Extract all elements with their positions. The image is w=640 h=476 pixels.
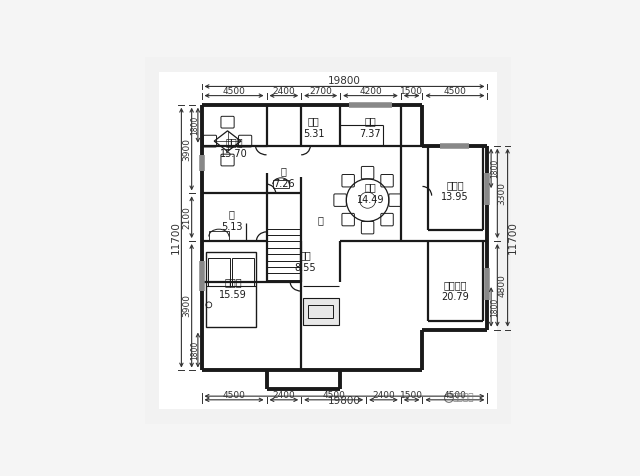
Text: 19800: 19800 [328, 397, 361, 407]
Text: 4500: 4500 [223, 87, 246, 96]
Text: 2400: 2400 [273, 391, 295, 400]
Text: 4500: 4500 [223, 391, 246, 400]
Text: 精匠领航: 精匠领航 [453, 394, 474, 403]
Text: 4500: 4500 [444, 391, 467, 400]
Bar [206, 252, 257, 327]
Text: 酒客
5.31: 酒客 5.31 [303, 116, 324, 139]
Text: 4500: 4500 [444, 87, 467, 96]
Text: 2700: 2700 [309, 87, 332, 96]
Text: 厨房
7.37: 厨房 7.37 [360, 116, 381, 139]
Text: 柴火灶房
20.79: 柴火灶房 20.79 [441, 280, 469, 302]
Text: 杂物间
13.95: 杂物间 13.95 [441, 180, 468, 202]
Text: 4500: 4500 [322, 391, 345, 400]
Bar [308, 305, 333, 318]
Text: 4800: 4800 [497, 274, 506, 297]
Text: 老人房
15.59: 老人房 15.59 [220, 278, 247, 300]
Text: 2400: 2400 [273, 87, 295, 96]
Text: 卫
5.13: 卫 5.13 [221, 209, 243, 232]
Text: 门厅
8.55: 门厅 8.55 [294, 250, 316, 273]
Text: 3300: 3300 [497, 182, 506, 205]
Text: 上: 上 [317, 216, 324, 226]
Text: 3900: 3900 [183, 294, 192, 317]
Text: 1800: 1800 [189, 116, 199, 135]
Text: 卫
7.26: 卫 7.26 [273, 166, 294, 188]
Text: 餐厅
14.49: 餐厅 14.49 [356, 182, 384, 205]
Text: 棋牌室
15.70: 棋牌室 15.70 [220, 137, 248, 159]
Bar [209, 231, 229, 240]
Text: 1500: 1500 [400, 87, 423, 96]
Text: 11700: 11700 [508, 221, 518, 254]
Text: 19800: 19800 [328, 76, 361, 86]
Text: 2400: 2400 [372, 391, 395, 400]
Text: 1800: 1800 [490, 298, 499, 317]
Text: 2100: 2100 [183, 206, 192, 228]
Bar [208, 258, 230, 286]
Text: 4200: 4200 [359, 87, 382, 96]
Bar [273, 180, 289, 188]
Text: 1500: 1500 [400, 391, 423, 400]
Text: 1800: 1800 [189, 340, 199, 360]
Text: 1800: 1800 [490, 159, 499, 178]
Text: 11700: 11700 [172, 221, 181, 254]
Bar [232, 258, 254, 286]
Text: 3900: 3900 [183, 138, 192, 160]
Bar [303, 298, 339, 325]
